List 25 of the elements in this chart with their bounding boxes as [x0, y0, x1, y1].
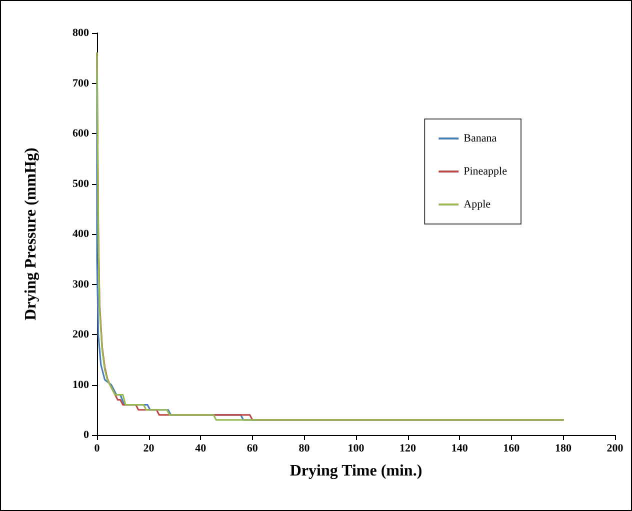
y-tick-label: 600 — [72, 128, 90, 140]
x-axis-title: Drying Time (min.) — [290, 462, 422, 480]
y-tick-label: 500 — [72, 178, 90, 190]
legend-label: Banana — [464, 132, 497, 144]
legend-label: Pineapple — [464, 166, 508, 178]
x-tick-label: 20 — [143, 442, 155, 454]
y-tick-label: 800 — [72, 27, 90, 39]
y-tick-label: 300 — [72, 278, 90, 290]
x-tick-label: 80 — [298, 442, 310, 454]
y-tick-label: 200 — [72, 328, 90, 340]
x-tick-label: 100 — [348, 442, 365, 454]
x-tick-label: 40 — [195, 442, 207, 454]
y-tick-label: 0 — [84, 429, 90, 441]
legend-label: Apple — [464, 198, 491, 210]
x-tick-label: 200 — [606, 442, 624, 454]
x-tick-label: 120 — [400, 442, 417, 454]
y-axis-title: Drying Pressure (mmHg) — [22, 148, 40, 320]
y-tick-label: 400 — [72, 228, 90, 240]
x-tick-label: 180 — [554, 442, 572, 454]
y-tick-label: 700 — [72, 77, 90, 90]
x-tick-label: 160 — [503, 442, 520, 454]
x-tick-label: 140 — [451, 442, 468, 454]
x-tick-label: 0 — [94, 442, 100, 454]
y-tick-label: 100 — [72, 378, 90, 391]
x-tick-label: 60 — [246, 442, 258, 454]
